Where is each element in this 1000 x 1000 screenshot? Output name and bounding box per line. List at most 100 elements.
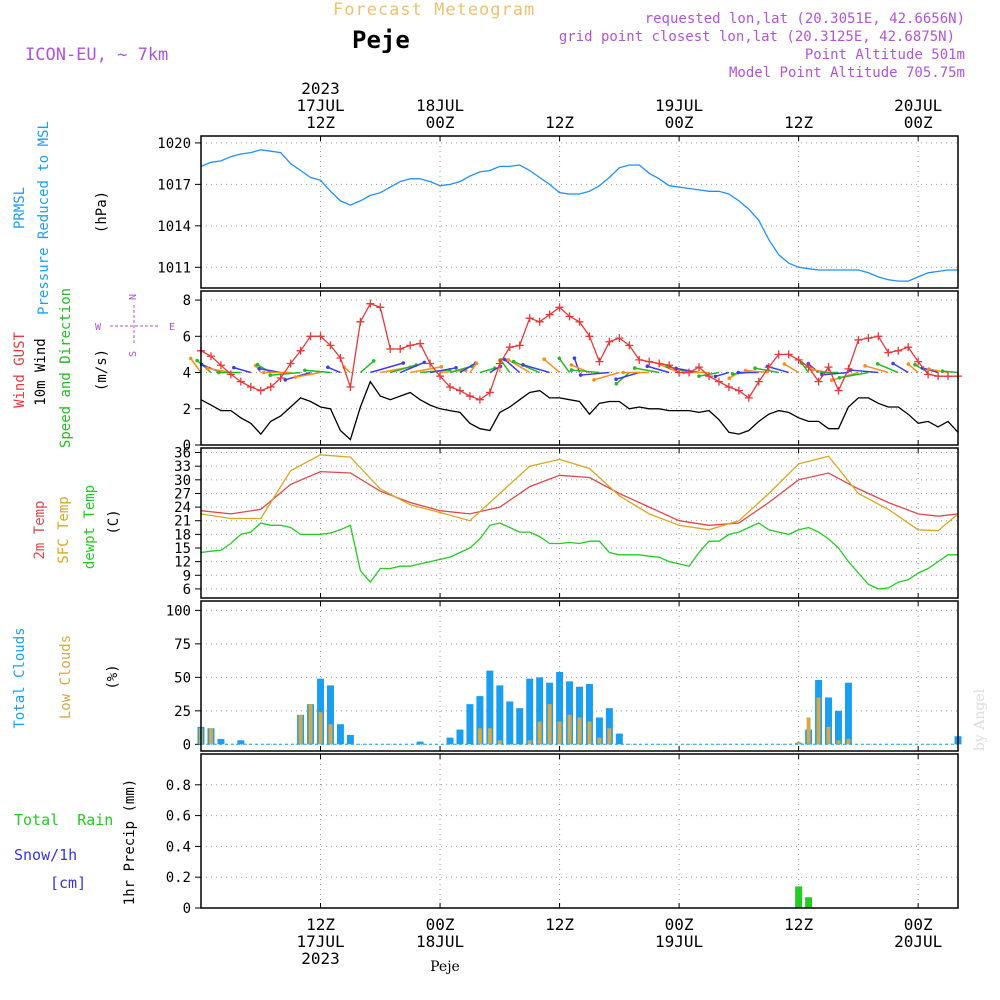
series-prmsl	[200, 149, 958, 282]
low-clouds-bar-21	[826, 726, 831, 745]
total-clouds-bar-11	[446, 737, 454, 745]
gust-point-30	[495, 359, 504, 368]
wind-arrow-35	[522, 364, 550, 374]
wind-arrow-head-58	[753, 366, 757, 371]
gust-point-56	[754, 377, 763, 386]
gust-point-13	[326, 341, 335, 350]
panel-frame	[200, 753, 959, 909]
top-tick-label-1-1: 00Z	[426, 113, 455, 132]
low-clouds-bar-23	[846, 738, 851, 745]
wind-arrow-41	[580, 371, 610, 376]
top-tick-label-0-1: 17JUL	[296, 96, 344, 115]
wind-arrow-head-9	[262, 370, 266, 375]
wind-arrow-head-71	[891, 361, 895, 366]
gust-point-66	[854, 335, 863, 344]
wind-arrow-43	[615, 371, 630, 385]
wind-arrow-head-14	[326, 365, 330, 370]
wind-arrow-head-8	[257, 366, 262, 371]
ytick-label-2: 1017	[157, 177, 191, 193]
wind-arrow-27	[469, 362, 478, 373]
wind-arrow-32	[504, 358, 521, 374]
wind-arrow-26	[459, 362, 477, 374]
wind-arrow-head-1	[195, 358, 199, 363]
wind-arrow-37	[558, 357, 571, 373]
total-clouds-bar-34	[844, 682, 852, 745]
ytick-label-2: 50	[174, 670, 191, 686]
compass-rose: N S W E	[95, 294, 175, 357]
wind-arrow-0	[190, 357, 202, 373]
wind-arrow-head-23	[454, 366, 458, 370]
ytick-label-8: 30	[174, 473, 191, 489]
wind-arrow-head-56	[736, 370, 741, 375]
ytick-label-6: 24	[174, 500, 191, 516]
total-clouds-bar-27	[605, 708, 613, 745]
wind-arrow-28	[479, 367, 495, 374]
total-rain-label: Total Rain	[14, 811, 113, 829]
wind-arrow-head-52	[697, 374, 701, 378]
compass-w: W	[95, 322, 102, 333]
gust-point-45	[645, 357, 654, 366]
gust-point-2	[216, 361, 225, 370]
dewpt-label: dewpt Temp	[82, 485, 98, 569]
ytick-label-3: 1020	[157, 136, 191, 152]
wind-arrow-34	[513, 360, 540, 374]
gust-point-17	[366, 299, 375, 308]
wind-arrow-head-11	[283, 378, 288, 382]
low-clouds-bar-16	[597, 737, 602, 745]
meteogram-title: Forecast Meteogram	[333, 0, 535, 20]
gust-point-59	[784, 350, 793, 359]
model-label: ICON-EU, ~ 7km	[25, 45, 168, 65]
gust-point-48	[675, 368, 684, 377]
wind-arrow-head-7	[255, 362, 260, 367]
gust-point-46	[655, 359, 664, 368]
wind-arrow-10	[270, 371, 301, 376]
wind-arrow-head-5	[232, 365, 236, 370]
ytick-label-2: 12	[174, 555, 191, 571]
gust-point-55	[744, 393, 753, 402]
wind-arrow-46	[634, 367, 660, 374]
low-clouds-bar-20	[816, 697, 821, 745]
wind-arrow-head-46	[632, 366, 637, 370]
gust-point-72	[914, 357, 923, 366]
gust-point-1	[206, 352, 215, 361]
bottom-tick-label-5-0: 00Z	[904, 915, 933, 934]
gust-point-69	[884, 348, 893, 357]
panel-frame	[200, 135, 959, 289]
total-clouds-bar-14	[476, 696, 484, 745]
gust-point-20	[396, 344, 405, 353]
gust-point-50	[695, 363, 704, 372]
gust-point-5	[246, 383, 255, 392]
total-clouds-bar-12	[456, 729, 464, 745]
wind-arrow-head-39	[569, 363, 574, 367]
wind-arrow-12	[295, 371, 321, 378]
wind-10m-label: 10m Wind	[33, 338, 49, 405]
ytick-label-3: 15	[174, 541, 191, 557]
gust-point-36	[555, 303, 564, 312]
gust-point-75	[944, 372, 953, 381]
total-clouds-bar-15	[486, 670, 494, 745]
ytick-label-4: 8	[183, 293, 191, 309]
wind-arrow-7	[257, 364, 272, 374]
pressure-panel: 1011 1014 1017 1020	[157, 135, 959, 289]
gust-point-73	[924, 370, 933, 379]
gust-point-3	[226, 370, 235, 379]
bottom-tick-label-0-1: 17JUL	[296, 932, 344, 951]
gust-point-63	[824, 363, 833, 372]
footer-location: Peje	[430, 959, 460, 975]
ytick-label-2: 4	[183, 366, 191, 382]
top-tick-label-0-2: 12Z	[306, 113, 335, 132]
wind-arrow-69	[864, 365, 889, 374]
wind-arrow-head-17	[401, 361, 406, 365]
pressure-reduced-label: Pressure Reduced to MSL	[36, 121, 52, 315]
gust-point-40	[595, 357, 604, 366]
low-clouds-bar-17	[607, 728, 612, 745]
wind-arrow-head-38	[572, 356, 577, 360]
bottom-tick-label-0-2: 2023	[301, 949, 340, 968]
ytick-label-4: 0.8	[166, 778, 191, 794]
gust-point-71	[904, 343, 913, 352]
requested-coords: requested lon,lat (20.3051E, 42.6656N)	[645, 11, 965, 27]
wind-arrow-1	[196, 360, 212, 374]
clouds-panel: 0 25 50 75 100	[166, 600, 962, 753]
gust-point-37	[565, 312, 574, 321]
